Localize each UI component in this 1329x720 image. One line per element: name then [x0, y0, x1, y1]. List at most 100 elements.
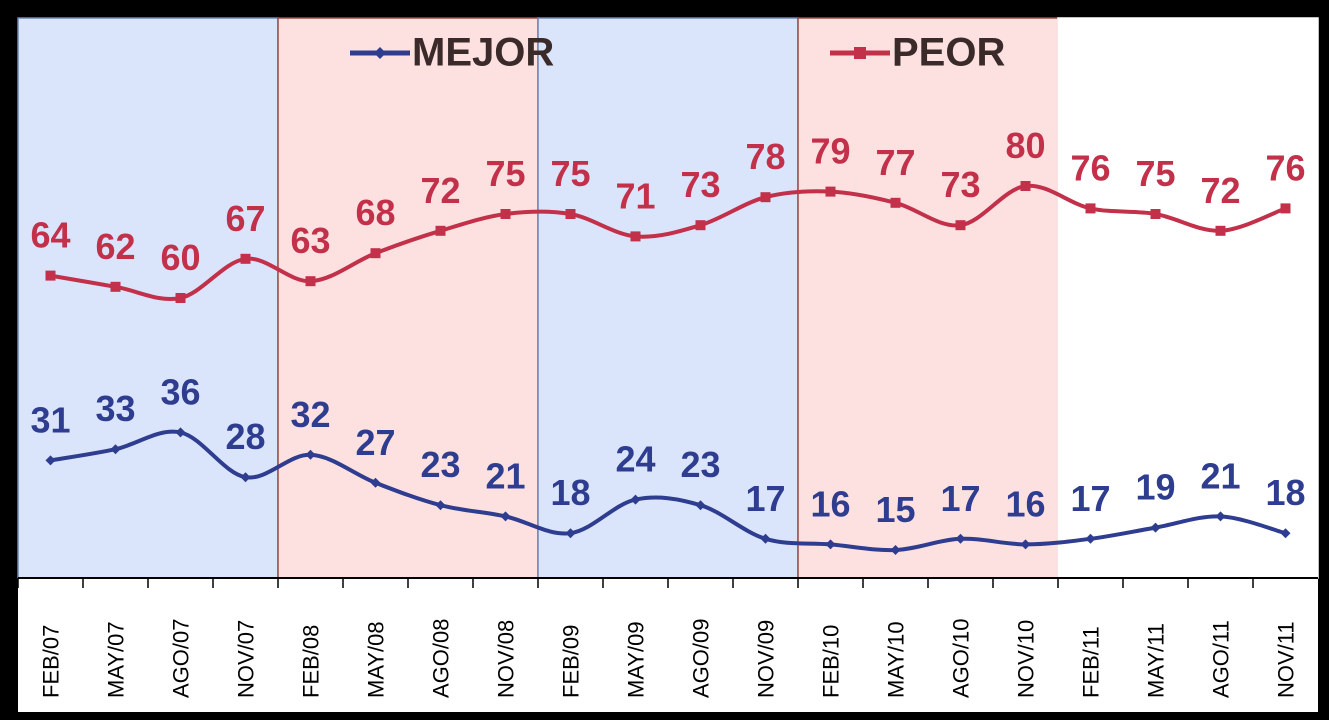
data-label: 80 [1005, 125, 1045, 166]
data-label: 79 [810, 131, 850, 172]
data-label: 68 [355, 192, 395, 233]
data-label: 77 [875, 142, 915, 183]
x-tick-label: AGO/07 [169, 619, 194, 698]
data-label: 73 [680, 164, 720, 205]
data-label: 33 [95, 388, 135, 429]
marker [1150, 522, 1161, 533]
marker [630, 494, 641, 505]
data-label: 75 [1135, 153, 1175, 194]
data-label: 15 [875, 489, 915, 530]
data-label: 27 [355, 422, 395, 463]
data-label: 32 [290, 394, 330, 435]
marker [435, 500, 446, 511]
data-label: 71 [615, 175, 655, 216]
marker [110, 281, 121, 292]
data-label: 63 [290, 220, 330, 261]
data-label: 75 [485, 153, 525, 194]
marker [1280, 528, 1291, 539]
marker [955, 220, 966, 231]
marker [890, 545, 901, 555]
marker [565, 209, 576, 219]
legend-label: PEOR [892, 31, 1005, 75]
data-label: 76 [1265, 147, 1305, 188]
data-label: 31 [30, 399, 70, 440]
marker [435, 225, 446, 236]
x-tick-label: FEB/11 [1079, 626, 1104, 698]
data-label: 76 [1070, 147, 1110, 188]
marker [175, 293, 186, 303]
x-tick-label: MAY/10 [884, 621, 909, 698]
x-tick-label: NOV/11 [1274, 621, 1299, 698]
x-tick-label: AGO/09 [689, 619, 714, 698]
data-label: 78 [745, 136, 785, 177]
data-label: 62 [95, 226, 135, 267]
marker [370, 248, 381, 259]
marker [110, 444, 121, 455]
data-label: 21 [1200, 455, 1240, 496]
data-label: 72 [420, 170, 460, 211]
marker [305, 276, 316, 287]
marker [500, 209, 511, 219]
data-label: 17 [940, 478, 980, 519]
legend-label: MEJOR [412, 31, 554, 75]
data-label: 21 [485, 455, 525, 496]
data-label: 18 [1265, 472, 1305, 513]
marker [695, 220, 706, 231]
x-tick-label: FEB/07 [39, 625, 64, 698]
marker [825, 539, 836, 550]
legend: MEJOR PEOR [350, 31, 1005, 75]
marker [955, 533, 966, 544]
x-tick-label: AGO/10 [949, 619, 974, 698]
marker [760, 192, 771, 203]
data-label: 75 [550, 153, 590, 194]
data-label: 16 [1005, 483, 1045, 524]
marker [1085, 203, 1096, 214]
data-label: 23 [420, 444, 460, 485]
x-tick-label: MAY/09 [624, 621, 649, 698]
marker [240, 253, 251, 264]
x-tick-label: AGO/11 [1209, 620, 1234, 698]
marker [565, 528, 576, 539]
marker [695, 500, 706, 511]
data-label: 67 [225, 198, 265, 239]
marker [305, 449, 316, 460]
data-label: 28 [225, 416, 265, 457]
year-band [277, 17, 539, 579]
x-tick-label: NOV/07 [234, 620, 259, 698]
x-tick-label: FEB/08 [299, 625, 324, 698]
data-label: 18 [550, 472, 590, 513]
x-tick-label: MAY/07 [104, 621, 129, 698]
marker [1280, 203, 1291, 214]
marker [1085, 533, 1096, 544]
x-tick-label: NOV/08 [494, 620, 519, 698]
data-label: 72 [1200, 170, 1240, 211]
marker [890, 197, 901, 208]
year-band [17, 17, 279, 579]
marker [825, 186, 836, 197]
x-tick-label: FEB/10 [819, 625, 844, 698]
marker [175, 427, 186, 438]
data-label: 24 [615, 439, 655, 480]
marker [1215, 511, 1226, 522]
data-label: 17 [1070, 478, 1110, 519]
x-tick-label: MAY/11 [1144, 623, 1169, 698]
marker [45, 455, 56, 466]
marker [370, 477, 381, 488]
data-label: 23 [680, 444, 720, 485]
marker [240, 472, 251, 483]
marker [500, 511, 511, 522]
data-label: 16 [810, 483, 850, 524]
marker [1020, 181, 1031, 191]
year-bands [17, 17, 1319, 579]
marker [1020, 539, 1031, 550]
marker [760, 533, 771, 544]
data-label: 73 [940, 164, 980, 205]
x-tick-label: MAY/08 [364, 621, 389, 698]
year-band [797, 17, 1059, 579]
legend-marker [374, 47, 386, 59]
data-label: 36 [160, 371, 200, 412]
x-tick-label: NOV/09 [754, 620, 779, 698]
marker [630, 231, 641, 242]
year-band [1057, 17, 1319, 579]
